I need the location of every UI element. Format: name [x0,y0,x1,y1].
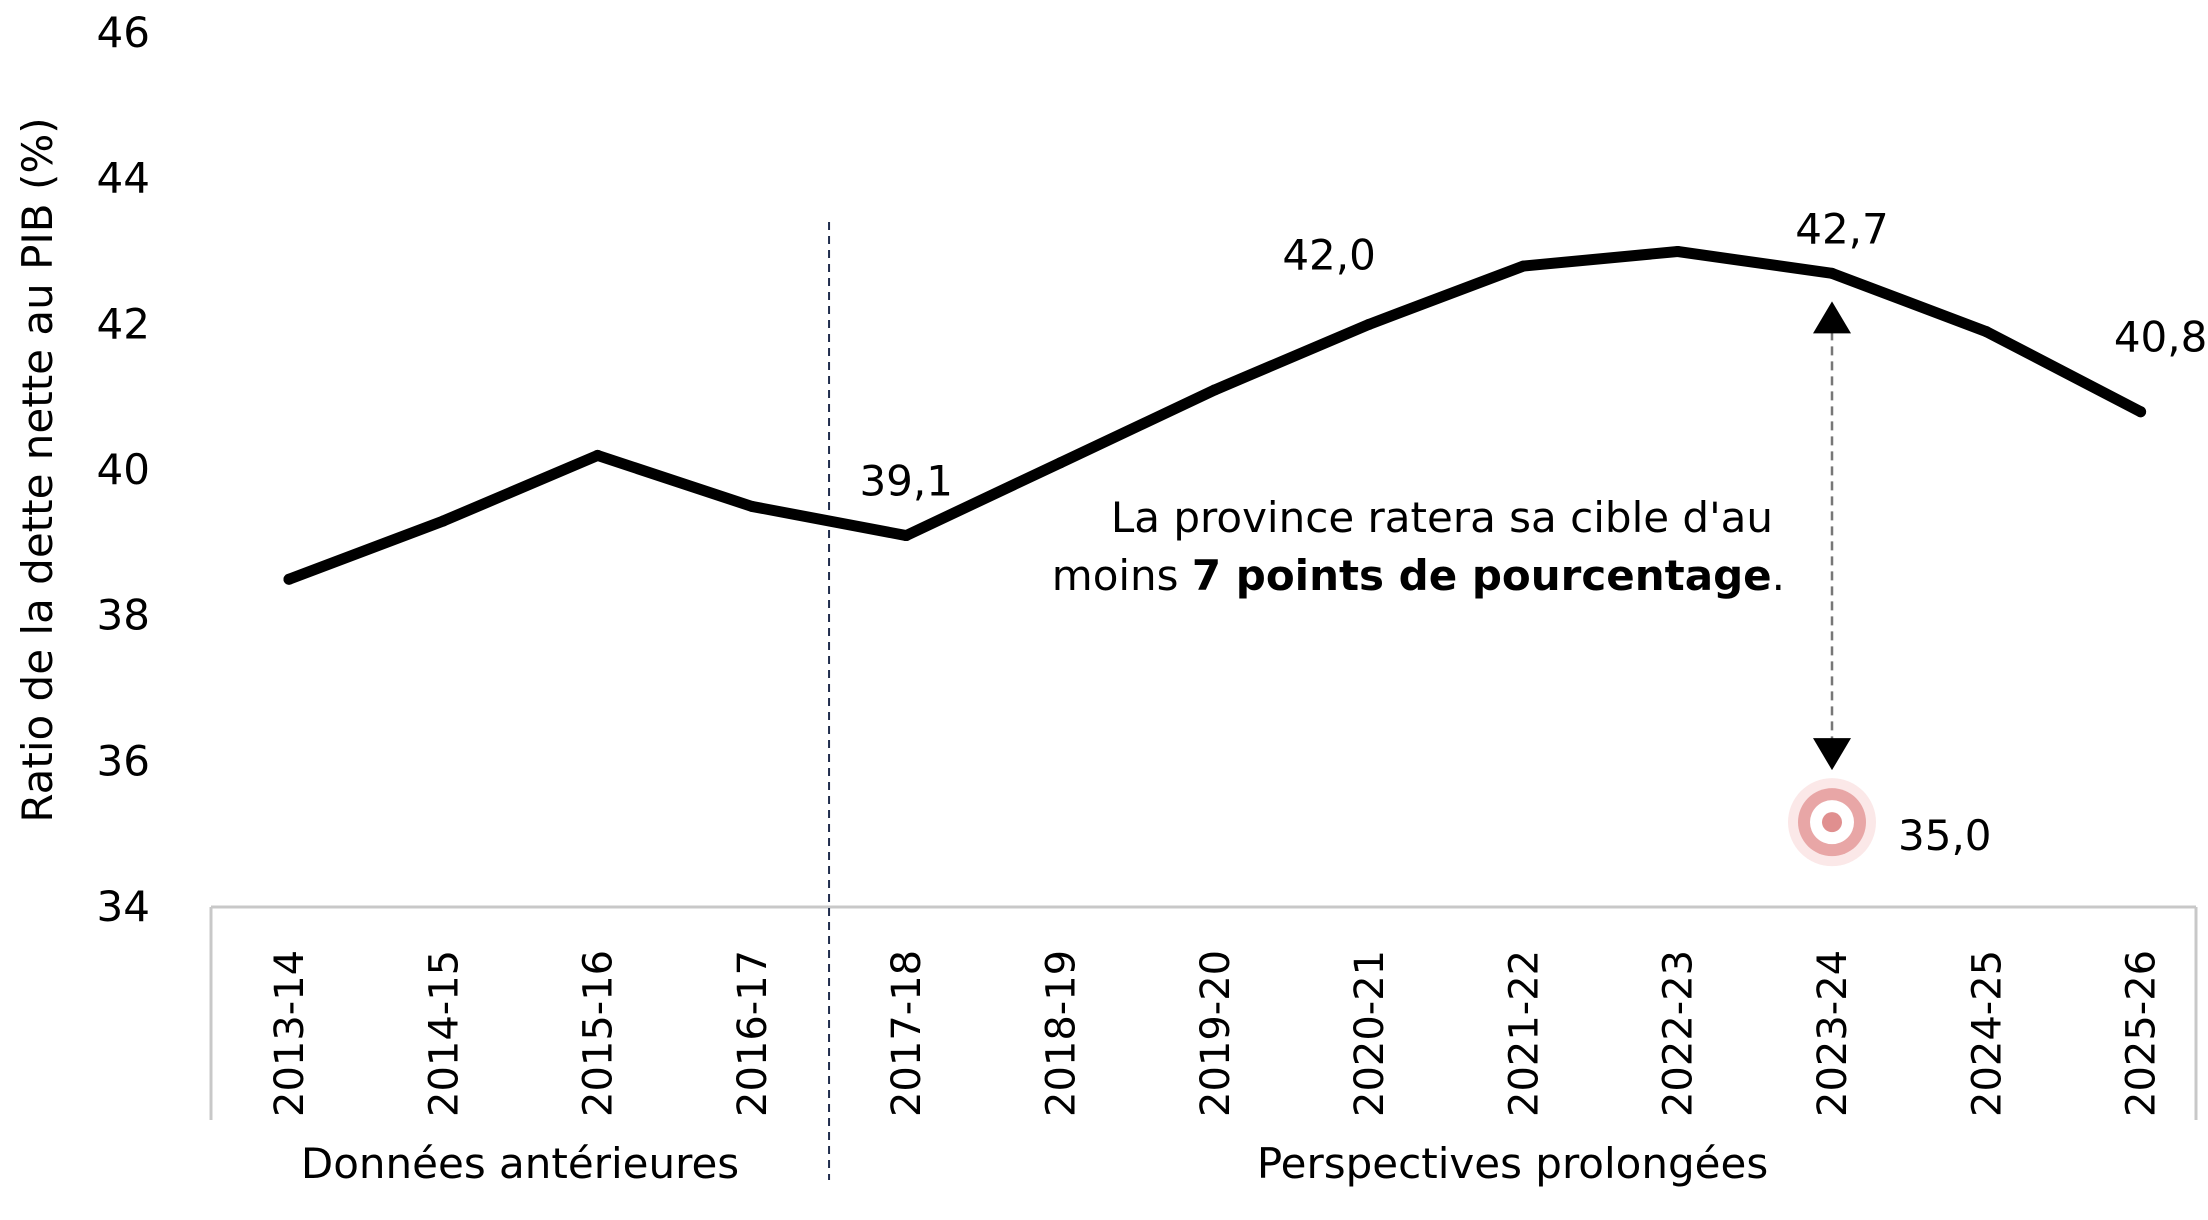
x-tick-label: 2025-26 [2119,950,2165,1117]
arrow-down-head [1813,738,1851,771]
y-axis-title: Ratio de la dette nette au PIB (%) [13,117,62,822]
data-point [2135,406,2147,418]
data-label: 42,7 [1795,204,1889,253]
x-tick-label: 2022-23 [1656,950,1702,1117]
data-point [437,515,449,527]
data-point [1209,384,1221,396]
data-point [1517,260,1529,272]
y-tick-label: 36 [97,736,150,785]
x-tick-label: 2021-22 [1501,950,1547,1117]
annotation-bold: 7 points de pourcentage [1192,551,1772,600]
x-tick-label: 2019-20 [1193,950,1239,1117]
data-point [1055,457,1066,469]
series-points [283,246,2147,585]
group-label: Perspectives prolongées [1257,1139,1768,1188]
data-point [1980,326,1992,338]
x-tick-label: 2023-24 [1810,950,1856,1117]
annotation-line-2: moins 7 points de pourcentage. [1052,551,1785,600]
category-axis-frame [209,905,2198,1120]
target-bullseye [1822,812,1842,833]
target-marker: 35,0 [1788,778,1992,867]
annotation-line-1: La province ratera sa cible d'au [1111,493,1773,542]
data-label: 39,1 [859,457,953,506]
x-tick-label: 2017-18 [884,950,930,1117]
y-tick-label: 34 [97,882,150,931]
annotation-post: . [1772,551,1785,600]
data-point [283,573,295,585]
data-point [592,449,604,461]
data-point [1363,318,1375,330]
x-tick-label: 2015-16 [576,950,622,1117]
x-tick-label: 2024-25 [1964,950,2010,1117]
y-tick-label: 42 [97,299,150,348]
y-tick-label: 46 [97,8,150,57]
x-tick-label: 2020-21 [1347,950,1393,1117]
gap-arrow [1813,301,1851,771]
annotation-pre: moins [1052,551,1192,600]
x-tick-label: 2018-19 [1039,950,1085,1117]
data-point [746,500,758,512]
group-label: Données antérieures [301,1139,739,1188]
group-labels: Données antérieures Perspectives prolongé… [301,1139,1768,1188]
arrow-up-head [1813,301,1851,334]
data-label: 40,8 [2114,313,2208,362]
data-point [1672,246,1684,257]
data-point [1826,267,1838,279]
target-label: 35,0 [1898,811,1992,860]
data-labels: 39,1 42,0 42,7 40,8 [859,204,2207,505]
category-labels: 2013-14 2014-15 2015-16 2016-17 2017-18 2018-… [267,950,2165,1117]
y-tick-label: 38 [97,591,150,640]
x-tick-label: 2014-15 [421,950,467,1117]
y-tick-label: 44 [97,154,150,203]
data-point [900,530,912,542]
x-tick-label: 2013-14 [267,950,313,1117]
x-tick-label: 2016-17 [730,950,776,1117]
y-tick-label: 40 [97,445,150,494]
data-label: 42,0 [1282,230,1376,279]
y-axis-ticks: 34 36 38 40 42 44 46 [97,8,150,931]
